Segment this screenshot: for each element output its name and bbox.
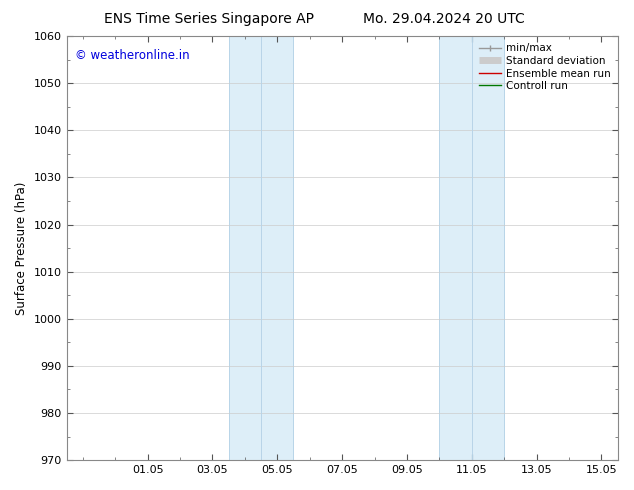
- Legend: min/max, Standard deviation, Ensemble mean run, Controll run: min/max, Standard deviation, Ensemble me…: [476, 41, 612, 93]
- Bar: [439, 36, 504, 460]
- Text: © weatheronline.in: © weatheronline.in: [75, 49, 190, 62]
- Text: Mo. 29.04.2024 20 UTC: Mo. 29.04.2024 20 UTC: [363, 12, 525, 26]
- Text: ENS Time Series Singapore AP: ENS Time Series Singapore AP: [104, 12, 314, 26]
- Bar: [229, 36, 294, 460]
- Y-axis label: Surface Pressure (hPa): Surface Pressure (hPa): [15, 181, 28, 315]
